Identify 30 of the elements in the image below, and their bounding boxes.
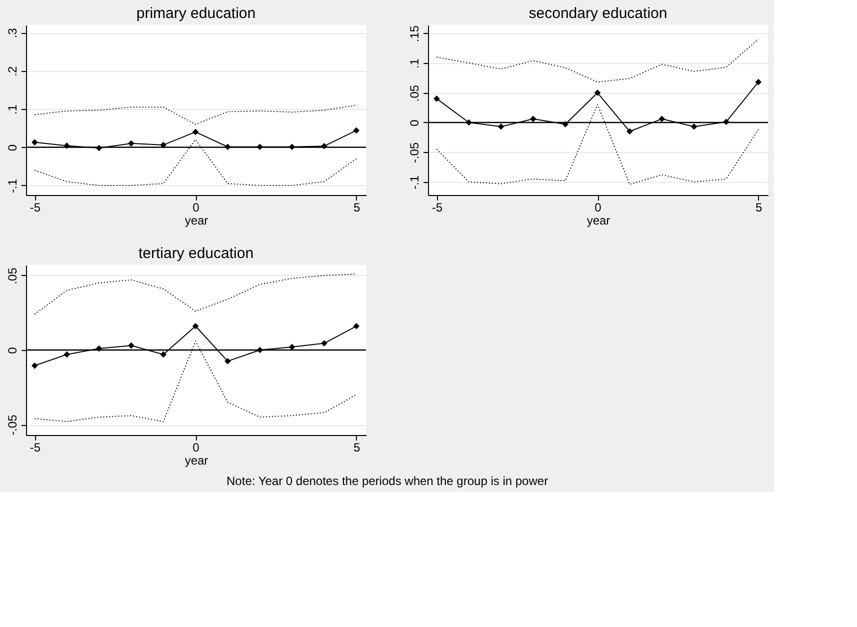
x-tick-label: 5 [756, 200, 763, 214]
x-tick-label: 5 [354, 440, 361, 454]
x-axis-title: year [586, 214, 610, 228]
y-tick-label: .3 [6, 28, 20, 38]
chart-title: secondary education [528, 4, 668, 22]
text: Note: Year 0 denotes the periods when the group is in power [226, 474, 548, 488]
y-tick-label: .15 [408, 25, 422, 42]
y-tick-label: 0 [6, 144, 20, 152]
x-axis-title: year [184, 214, 208, 228]
y-tick-label: .1 [408, 58, 422, 69]
x-axis-title: year [184, 454, 208, 468]
x-tick-label: 0 [594, 200, 602, 214]
y-tick-label: .05 [6, 267, 20, 284]
x-tick-label: -5 [30, 200, 41, 214]
x-tick-label: -5 [30, 440, 41, 454]
y-tick-label: .2 [6, 66, 20, 76]
x-tick-label: 5 [354, 200, 361, 214]
y-tick-label: .1 [6, 104, 20, 115]
y-tick-label: 0 [6, 346, 20, 354]
x-tick-label: -5 [432, 200, 443, 214]
x-tick-label: 0 [192, 440, 200, 454]
y-tick-label: 0 [408, 119, 422, 126]
chart-title: tertiary education [138, 245, 254, 262]
y-tick-label: -.1 [6, 178, 20, 193]
x-tick-label: 0 [192, 200, 200, 214]
y-tick-label: .05 [408, 84, 422, 102]
y-tick-label: -.1 [408, 175, 422, 190]
chart-title: primary education [136, 5, 256, 22]
y-tick-label: -.05 [408, 142, 422, 164]
y-tick-label: -.05 [6, 414, 20, 436]
